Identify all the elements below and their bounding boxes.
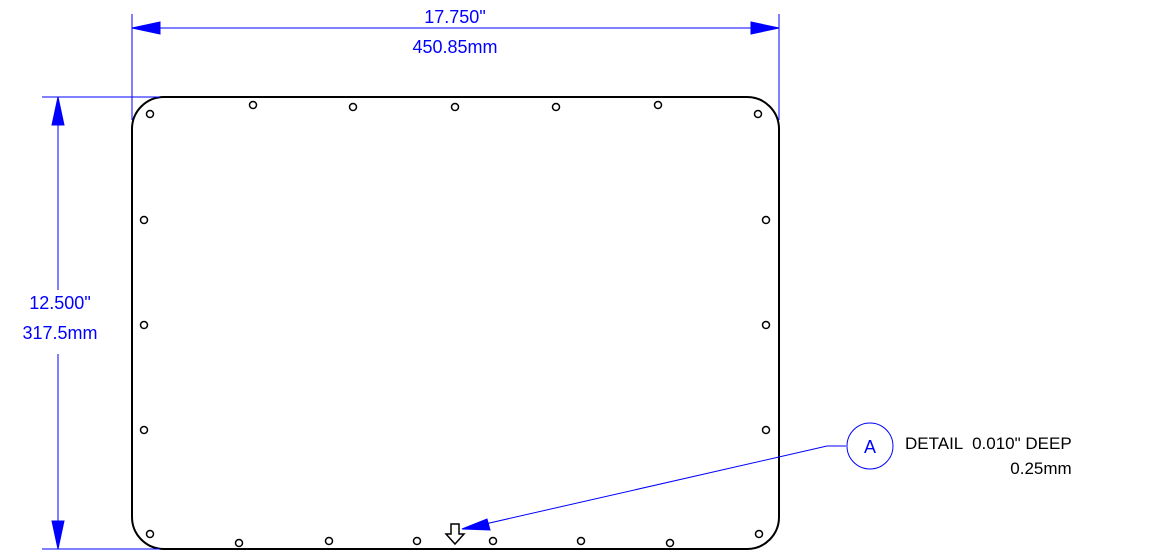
leader-line xyxy=(471,445,828,528)
width-arrow-right xyxy=(750,21,780,35)
detail-note-line1: DETAIL 0.010" DEEP xyxy=(905,434,1072,453)
height-dimension-inches: 12.500" xyxy=(29,293,90,313)
height-arrow-top xyxy=(51,96,65,126)
hole xyxy=(145,529,155,539)
detail-balloon-letter: A xyxy=(864,437,876,457)
hole xyxy=(248,100,258,110)
hole xyxy=(139,320,149,330)
hole xyxy=(145,109,155,119)
hole xyxy=(139,215,149,225)
detail-balloon xyxy=(846,422,894,470)
hole xyxy=(576,536,586,546)
width-dimension-inches: 17.750" xyxy=(424,7,485,27)
hole xyxy=(348,102,358,112)
hole xyxy=(139,425,149,435)
hole xyxy=(753,109,763,119)
hole xyxy=(551,102,561,112)
mounting-holes xyxy=(139,100,771,548)
hole xyxy=(450,102,460,112)
width-dimension xyxy=(131,14,780,120)
hole xyxy=(761,320,771,330)
down-arrow-logo-icon xyxy=(444,523,466,546)
hole xyxy=(412,536,422,546)
detail-leader xyxy=(461,445,846,531)
height-arrow-bottom xyxy=(51,520,65,550)
panel-outline xyxy=(131,96,780,550)
hole xyxy=(234,538,244,548)
width-dimension-mm: 450.85mm xyxy=(412,37,497,57)
hole xyxy=(324,536,334,546)
hole xyxy=(488,536,498,546)
leader-arrowhead xyxy=(461,518,491,531)
hole xyxy=(754,529,764,539)
height-dimension xyxy=(42,96,160,550)
detail-note-line2: 0.25mm xyxy=(1010,459,1071,478)
height-dimension-mm: 317.5mm xyxy=(22,323,97,343)
width-arrow-left xyxy=(131,21,161,35)
hole xyxy=(761,215,771,225)
hole xyxy=(665,538,675,548)
hole xyxy=(653,100,663,110)
hole xyxy=(761,425,771,435)
